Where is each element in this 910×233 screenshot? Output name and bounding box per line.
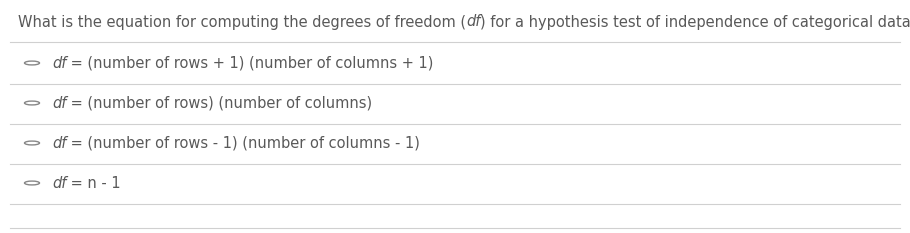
Text: = n - 1: = n - 1 [66,175,121,191]
Text: ) for a hypothesis test of independence of categorical data?: ) for a hypothesis test of independence … [480,14,910,30]
Text: = (number of rows + 1) (number of columns + 1): = (number of rows + 1) (number of column… [66,55,434,71]
Text: df: df [52,175,66,191]
Text: df: df [52,96,66,110]
Text: = (number of rows) (number of columns): = (number of rows) (number of columns) [66,96,372,110]
Text: df: df [52,136,66,151]
Text: df: df [52,55,66,71]
Text: = (number of rows - 1) (number of columns - 1): = (number of rows - 1) (number of column… [66,136,420,151]
Text: What is the equation for computing the degrees of freedom (: What is the equation for computing the d… [18,14,466,30]
Text: df: df [466,14,480,30]
